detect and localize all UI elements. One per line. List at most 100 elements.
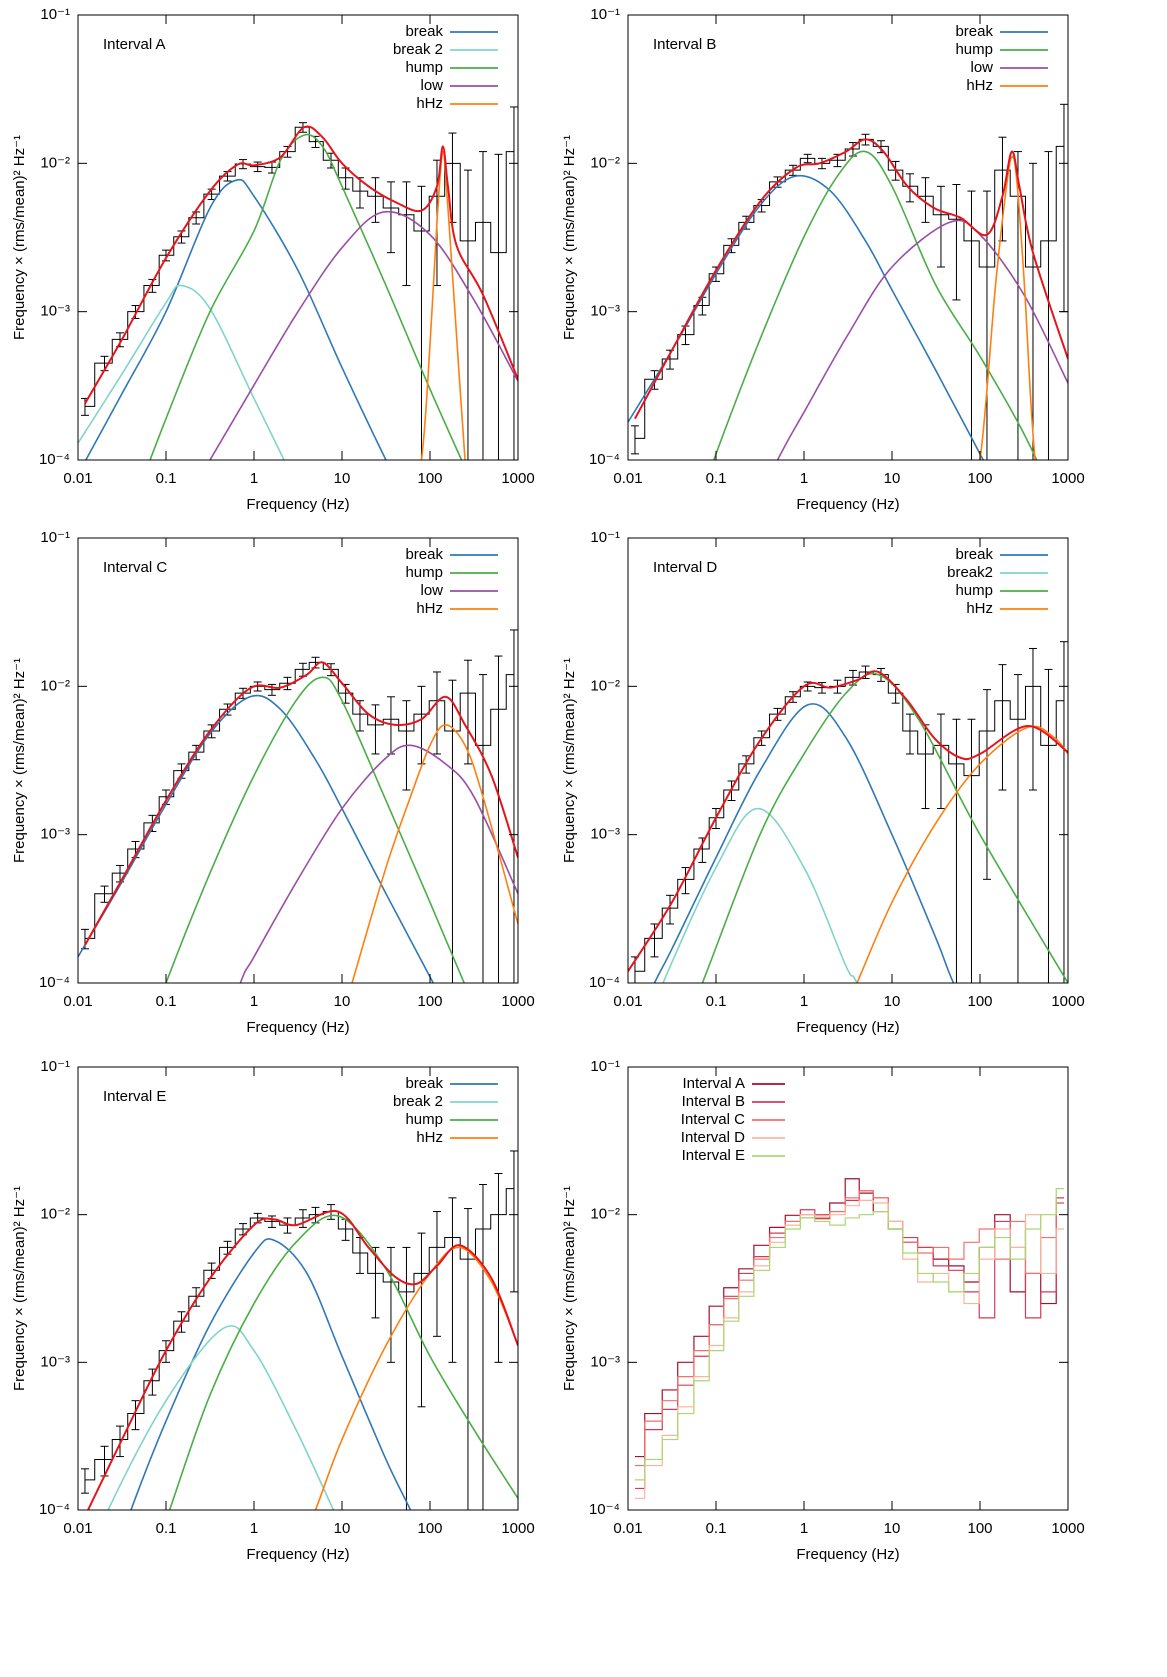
legend-label: hHz <box>966 77 993 94</box>
plot-frame <box>77 537 519 984</box>
y-tick-label: 10⁻⁴ <box>39 1501 70 1518</box>
data-steps <box>634 671 1064 972</box>
plot-frame <box>77 14 519 461</box>
error-bar <box>921 177 930 223</box>
error-bar <box>371 704 380 755</box>
component-curve <box>168 1214 518 1510</box>
error-bar <box>967 190 976 460</box>
component-curve <box>653 703 955 983</box>
y-tick-label: 10⁻² <box>590 677 620 694</box>
error-bar <box>80 1468 89 1494</box>
x-tick-label: 0.01 <box>613 993 642 1010</box>
error-bar <box>253 161 262 173</box>
error-bar <box>148 1368 157 1396</box>
legend-label: Interval D <box>681 1129 745 1146</box>
error-bar <box>463 1208 472 1510</box>
error-bar <box>478 674 487 983</box>
x-tick-label: 1 <box>800 993 808 1010</box>
error-bar <box>967 718 976 983</box>
x-tick-label: 10 <box>884 993 901 1010</box>
plot-area <box>78 106 518 460</box>
legend-label: Interval A <box>682 1075 745 1092</box>
x-tick-label: 0.01 <box>613 470 642 487</box>
y-axis-label: Frequency × (rms/mean)² Hz⁻¹ <box>11 658 28 863</box>
x-tick-label: 0.01 <box>63 993 92 1010</box>
x-tick-label: 0.1 <box>156 993 177 1010</box>
y-tick-label: 10⁻² <box>40 677 70 694</box>
error-bar <box>817 682 826 694</box>
plot-area <box>628 103 1068 460</box>
x-tick-label: 10 <box>334 470 351 487</box>
y-tick-label: 10⁻² <box>590 154 620 171</box>
x-tick-label: 1000 <box>1051 993 1084 1010</box>
legend-label: break <box>955 23 993 40</box>
error-bar <box>494 1173 503 1363</box>
plot-frame <box>627 14 1069 461</box>
x-tick-label: 1000 <box>1051 470 1084 487</box>
plot-area <box>628 641 1068 983</box>
error-bar <box>432 671 441 755</box>
x-tick-label: 10 <box>884 1520 901 1537</box>
x-tick-label: 100 <box>417 470 442 487</box>
error-bar <box>478 1184 487 1510</box>
component-curve <box>84 178 387 460</box>
x-tick-label: 1 <box>250 1520 258 1537</box>
y-tick-label: 10⁻¹ <box>40 6 70 23</box>
x-tick-label: 1000 <box>501 1520 534 1537</box>
legend-label: hump <box>405 564 443 581</box>
component-curve <box>351 724 518 983</box>
error-bar <box>650 923 659 958</box>
legend-label: low <box>420 77 443 94</box>
x-tick-label: 0.1 <box>706 993 727 1010</box>
legend-label: break 2 <box>393 1093 443 1110</box>
legend-label: break 2 <box>393 41 443 58</box>
model-curve <box>628 670 1068 972</box>
error-bar <box>952 183 961 301</box>
error-bar <box>355 1237 364 1274</box>
error-bar <box>1013 674 1022 983</box>
error-bar <box>283 1217 292 1234</box>
panel-title: Interval D <box>653 559 717 576</box>
model-curve <box>84 661 518 946</box>
error-bar <box>952 718 961 983</box>
legend-label: break <box>405 23 443 40</box>
legend-label: Interval E <box>682 1147 745 1164</box>
component-curve <box>107 1325 335 1510</box>
y-tick-label: 10⁻² <box>40 1206 70 1223</box>
error-bar <box>298 1209 307 1228</box>
legend-label: hHz <box>416 95 443 112</box>
model-curve <box>84 125 518 405</box>
error-bar <box>905 713 914 755</box>
y-tick-label: 10⁻⁴ <box>589 974 620 991</box>
x-tick-label: 100 <box>417 993 442 1010</box>
x-tick-label: 0.1 <box>706 1520 727 1537</box>
error-bar <box>371 1246 380 1319</box>
plot-frame <box>627 537 1069 984</box>
legend-label: Interval B <box>682 1093 745 1110</box>
error-bar <box>630 425 639 455</box>
x-tick-label: 100 <box>417 1520 442 1537</box>
step-line <box>634 1190 1064 1490</box>
legend-label: Interval C <box>681 1111 745 1128</box>
step-line <box>634 1199 1064 1499</box>
component-curve <box>130 1238 412 1510</box>
component-curve <box>209 210 518 460</box>
x-tick-label: 100 <box>967 1520 992 1537</box>
plot-area <box>634 1178 1064 1499</box>
y-tick-label: 10⁻¹ <box>590 1058 620 1075</box>
error-bar <box>494 655 503 983</box>
error-bar <box>681 867 690 895</box>
y-tick-label: 10⁻¹ <box>590 6 620 23</box>
error-bar <box>463 169 472 460</box>
error-bar <box>509 629 518 983</box>
error-bar <box>267 1215 276 1228</box>
error-bar <box>80 397 89 416</box>
panel: 0.01 0.1 1 10 100 1000 10⁻⁴ 10⁻³ 10⁻² 10⁻¹ Frequen… <box>11 1058 535 1563</box>
panel: 0.01 0.1 1 10 100 1000 10⁻⁴ 10⁻³ 10⁻² 10⁻¹ Frequen… <box>11 6 535 513</box>
component-curve <box>628 174 985 460</box>
x-tick-label: 1000 <box>501 993 534 1010</box>
